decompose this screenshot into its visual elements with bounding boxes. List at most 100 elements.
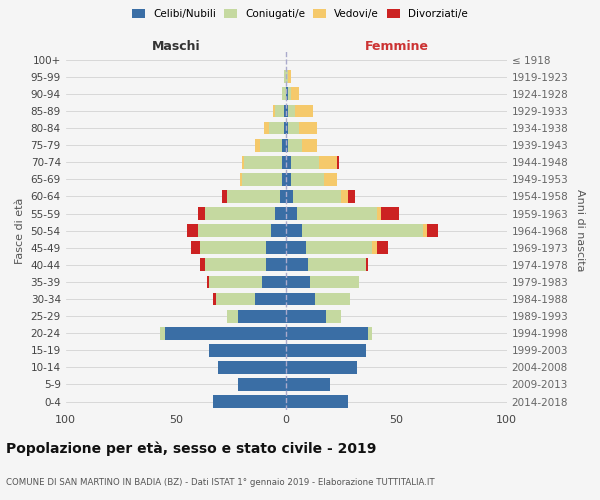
- Bar: [286, 190, 293, 203]
- Bar: [187, 224, 198, 237]
- Bar: [289, 139, 302, 151]
- Bar: [319, 156, 337, 168]
- Bar: [266, 242, 286, 254]
- Bar: [286, 88, 289, 101]
- Bar: [227, 310, 238, 322]
- Bar: [290, 88, 299, 101]
- Bar: [286, 122, 289, 134]
- Bar: [198, 207, 205, 220]
- Bar: [286, 242, 306, 254]
- Bar: [222, 190, 227, 203]
- Bar: [260, 139, 282, 151]
- Bar: [284, 104, 286, 118]
- Bar: [256, 139, 260, 151]
- Bar: [264, 122, 269, 134]
- Bar: [286, 292, 315, 306]
- Bar: [200, 242, 266, 254]
- Bar: [341, 190, 348, 203]
- Bar: [282, 156, 286, 168]
- Bar: [200, 258, 205, 272]
- Bar: [238, 310, 286, 322]
- Bar: [293, 190, 341, 203]
- Bar: [284, 70, 286, 83]
- Bar: [266, 258, 286, 272]
- Bar: [209, 276, 262, 288]
- Bar: [286, 207, 297, 220]
- Bar: [326, 310, 341, 322]
- Bar: [286, 224, 302, 237]
- Bar: [377, 207, 381, 220]
- Bar: [191, 242, 200, 254]
- Bar: [214, 292, 215, 306]
- Bar: [282, 173, 286, 186]
- Bar: [289, 70, 290, 83]
- Bar: [273, 104, 275, 118]
- Bar: [289, 88, 290, 101]
- Bar: [290, 156, 319, 168]
- Bar: [282, 88, 286, 101]
- Bar: [286, 173, 290, 186]
- Bar: [207, 276, 209, 288]
- Bar: [242, 156, 244, 168]
- Bar: [286, 344, 365, 356]
- Bar: [299, 122, 317, 134]
- Bar: [286, 361, 357, 374]
- Bar: [302, 139, 317, 151]
- Text: Maschi: Maschi: [152, 40, 200, 53]
- Bar: [315, 292, 350, 306]
- Bar: [286, 258, 308, 272]
- Bar: [218, 361, 286, 374]
- Bar: [310, 276, 359, 288]
- Bar: [269, 122, 284, 134]
- Bar: [289, 104, 295, 118]
- Text: Popolazione per età, sesso e stato civile - 2019: Popolazione per età, sesso e stato civil…: [6, 441, 376, 456]
- Bar: [286, 378, 331, 391]
- Bar: [282, 139, 286, 151]
- Bar: [289, 122, 299, 134]
- Bar: [160, 327, 165, 340]
- Bar: [242, 173, 282, 186]
- Bar: [337, 156, 339, 168]
- Bar: [286, 70, 289, 83]
- Bar: [306, 242, 372, 254]
- Bar: [256, 292, 286, 306]
- Bar: [205, 207, 275, 220]
- Bar: [240, 173, 242, 186]
- Bar: [286, 139, 289, 151]
- Bar: [308, 258, 365, 272]
- Bar: [205, 258, 266, 272]
- Bar: [286, 156, 290, 168]
- Bar: [286, 276, 310, 288]
- Y-axis label: Anni di nascita: Anni di nascita: [575, 190, 585, 272]
- Bar: [244, 156, 282, 168]
- Bar: [290, 173, 323, 186]
- Bar: [372, 242, 377, 254]
- Bar: [286, 104, 289, 118]
- Bar: [295, 104, 313, 118]
- Legend: Celibi/Nubili, Coniugati/e, Vedovi/e, Divorziati/e: Celibi/Nubili, Coniugati/e, Vedovi/e, Di…: [128, 5, 472, 24]
- Bar: [423, 224, 427, 237]
- Bar: [368, 327, 372, 340]
- Bar: [275, 104, 284, 118]
- Bar: [323, 173, 337, 186]
- Bar: [198, 224, 271, 237]
- Bar: [215, 292, 256, 306]
- Bar: [271, 224, 286, 237]
- Bar: [348, 190, 355, 203]
- Bar: [238, 378, 286, 391]
- Bar: [365, 258, 368, 272]
- Bar: [297, 207, 377, 220]
- Bar: [262, 276, 286, 288]
- Bar: [286, 327, 368, 340]
- Bar: [427, 224, 439, 237]
- Bar: [284, 122, 286, 134]
- Bar: [286, 310, 326, 322]
- Bar: [280, 190, 286, 203]
- Bar: [302, 224, 423, 237]
- Bar: [165, 327, 286, 340]
- Bar: [286, 395, 348, 408]
- Text: Femmine: Femmine: [364, 40, 428, 53]
- Bar: [381, 207, 398, 220]
- Y-axis label: Fasce di età: Fasce di età: [15, 198, 25, 264]
- Text: COMUNE DI SAN MARTINO IN BADIA (BZ) - Dati ISTAT 1° gennaio 2019 - Elaborazione : COMUNE DI SAN MARTINO IN BADIA (BZ) - Da…: [6, 478, 434, 487]
